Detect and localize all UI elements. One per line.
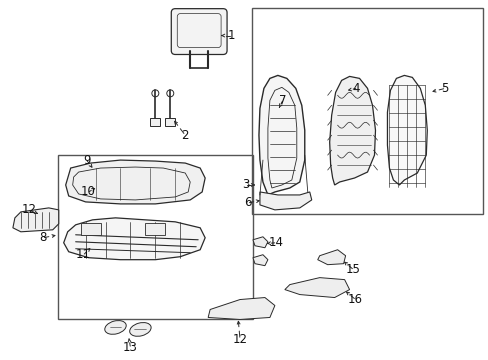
Polygon shape [252, 237, 267, 248]
Ellipse shape [104, 320, 126, 334]
Bar [165, 118, 175, 126]
Polygon shape [329, 76, 375, 185]
Bar [145, 223, 165, 235]
Text: 12: 12 [21, 203, 36, 216]
Polygon shape [259, 75, 304, 195]
Polygon shape [63, 218, 205, 260]
Text: 8: 8 [39, 231, 46, 244]
Text: 4: 4 [352, 82, 360, 95]
Text: 13: 13 [123, 341, 138, 354]
FancyBboxPatch shape [171, 9, 226, 54]
Polygon shape [285, 278, 349, 298]
Text: 3: 3 [242, 179, 249, 192]
Polygon shape [317, 250, 345, 265]
Text: 7: 7 [279, 94, 286, 107]
Text: 6: 6 [244, 197, 251, 210]
Polygon shape [260, 192, 311, 210]
Polygon shape [252, 255, 267, 266]
Text: 1: 1 [227, 29, 234, 42]
Polygon shape [208, 298, 274, 319]
Text: 10: 10 [81, 185, 96, 198]
Text: 9: 9 [82, 154, 90, 167]
Polygon shape [65, 160, 205, 204]
Text: 14: 14 [268, 236, 283, 249]
Text: 16: 16 [347, 293, 362, 306]
Polygon shape [13, 208, 59, 232]
Text: 2: 2 [181, 129, 188, 142]
Text: 11: 11 [76, 248, 91, 261]
Bar [58, 155, 252, 319]
Bar [81, 223, 101, 235]
Ellipse shape [129, 323, 151, 336]
Bar [251, 8, 482, 214]
Bar [150, 118, 160, 126]
Text: 15: 15 [346, 263, 360, 276]
Text: 12: 12 [232, 333, 247, 346]
Polygon shape [386, 75, 427, 185]
Text: 5: 5 [441, 82, 448, 95]
